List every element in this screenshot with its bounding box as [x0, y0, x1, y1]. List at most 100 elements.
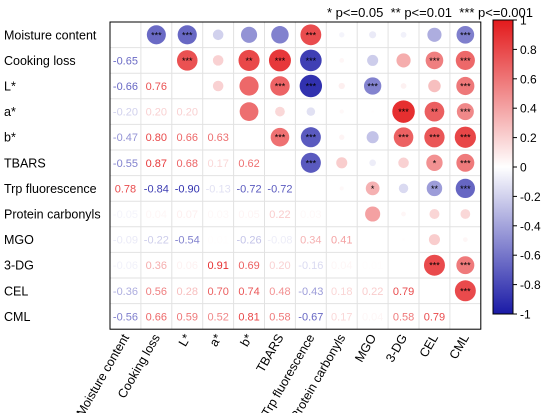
correlation-circle [369, 159, 376, 167]
column-label-tbars: TBARS [254, 332, 287, 375]
correlation-value: 0.56 [146, 286, 167, 298]
correlation-value: 0.58 [393, 311, 414, 323]
correlation-value: 0.87 [146, 158, 167, 170]
correlation-circle [398, 183, 409, 194]
correlation-circle [402, 238, 405, 241]
row-label-cml: CML [4, 310, 30, 324]
significance-stars: *** [306, 133, 317, 143]
correlation-value: -0.56 [113, 311, 138, 323]
correlation-circle [392, 100, 415, 123]
significance-stars: *** [460, 56, 471, 66]
significance-stars: * [433, 158, 437, 168]
significance-stars: *** [306, 56, 317, 66]
correlation-circle [456, 76, 475, 96]
correlation-value: -0.90 [175, 183, 200, 195]
colorbar-tick-label: 0.6 [520, 72, 537, 86]
significance-stars: *** [460, 261, 471, 271]
correlation-circle [275, 106, 285, 117]
correlation-value: 0.05 [238, 209, 259, 221]
colorbar-tick-label: 0.4 [520, 102, 537, 116]
correlation-value: -0.67 [298, 311, 323, 323]
significance-stars: *** [306, 30, 317, 40]
grid [109, 21, 482, 330]
significance-stars: *** [429, 133, 440, 143]
correlation-circle [426, 154, 443, 171]
correlation-circle [338, 82, 345, 90]
correlation-circle [393, 127, 414, 148]
row-label-trp-fluorescence: Trp fluorescence [4, 182, 97, 196]
correlation-circle [177, 25, 197, 45]
correlation-circle [300, 24, 322, 46]
significance-stars: * [371, 184, 375, 194]
column-label-3-dg: 3-DG [383, 332, 410, 365]
correlation-value: -0.54 [175, 235, 200, 247]
row-label-cooking-loss: Cooking loss [4, 54, 76, 68]
correlation-circle [239, 76, 259, 96]
correlation-circle [339, 186, 344, 191]
correlation-value: 0.81 [238, 311, 259, 323]
correlation-circle [462, 237, 468, 242]
correlation-circle [271, 26, 289, 44]
significance-stars: *** [460, 184, 471, 194]
correlation-circle [425, 51, 444, 70]
significance-stars: *** [275, 82, 286, 92]
correlation-circle [400, 31, 407, 38]
circle-layer: *** *** *** ****** ** *** *** *** ****** *** *** **… [146, 24, 476, 302]
correlation-value: 0.20 [146, 107, 167, 119]
correlation-circle [212, 29, 224, 41]
correlation-circle [240, 26, 258, 43]
correlation-circle [146, 25, 166, 45]
correlation-circle [212, 55, 224, 66]
correlation-value: 0.52 [207, 311, 228, 323]
correlation-value: -0.65 [113, 55, 138, 67]
colorbar-tick-label: 0 [520, 161, 527, 175]
correlation-circle [400, 83, 407, 89]
significance-stars: *** [182, 30, 193, 40]
column-label-l-star: L* [176, 332, 194, 349]
correlation-value: 0.36 [146, 260, 167, 272]
correlation-circle [363, 77, 382, 95]
correlation-circle [396, 53, 411, 68]
correlation-circle [455, 50, 475, 70]
correlation-value: 0.76 [146, 81, 167, 93]
correlation-circle [456, 103, 474, 121]
significance-stars: *** [460, 133, 471, 143]
correlation-circle [270, 76, 290, 96]
correlation-value: 0.04 [331, 260, 352, 272]
correlation-value: -0.36 [113, 286, 138, 298]
row-label-cel: CEL [4, 284, 28, 298]
colorbar-tick-label: -0.8 [520, 278, 541, 292]
correlation-value: -0.20 [113, 107, 138, 119]
correlation-value: -0.22 [144, 235, 169, 247]
significance-stars: *** [460, 30, 471, 40]
correlation-circle [423, 254, 445, 276]
correlation-circle [401, 211, 406, 217]
correlation-value: 0.74 [238, 286, 259, 298]
correlation-circle [238, 49, 260, 71]
correlation-circle [427, 27, 442, 42]
correlation-value: -0.43 [298, 286, 323, 298]
correlation-value: 0.66 [177, 132, 198, 144]
correlation-circle [306, 107, 316, 116]
row-label-mgo: MGO [4, 233, 34, 247]
correlation-value: 0.68 [177, 158, 198, 170]
significance-stars: *** [460, 82, 471, 92]
row-label-b-star: b* [4, 131, 16, 145]
correlation-value: -0.05 [113, 209, 138, 221]
correlation-value: 0.01 [362, 260, 383, 272]
correlation-value: 0.79 [393, 286, 414, 298]
row-label-3-dg: 3-DG [4, 259, 34, 273]
correlation-value: -0.08 [267, 235, 292, 247]
correlation-circle [426, 180, 443, 197]
colorbar-tick-label: 0.8 [520, 43, 537, 57]
correlation-value: 0.07 [177, 209, 198, 221]
significance-stars: *** [306, 158, 317, 168]
correlation-value: 0.66 [146, 311, 167, 323]
plot-frame [109, 21, 482, 330]
correlation-circle [369, 31, 377, 39]
significance-stars: *** [151, 30, 162, 40]
significance-stars: *** [275, 133, 286, 143]
correlation-value: 0.17 [331, 311, 352, 323]
